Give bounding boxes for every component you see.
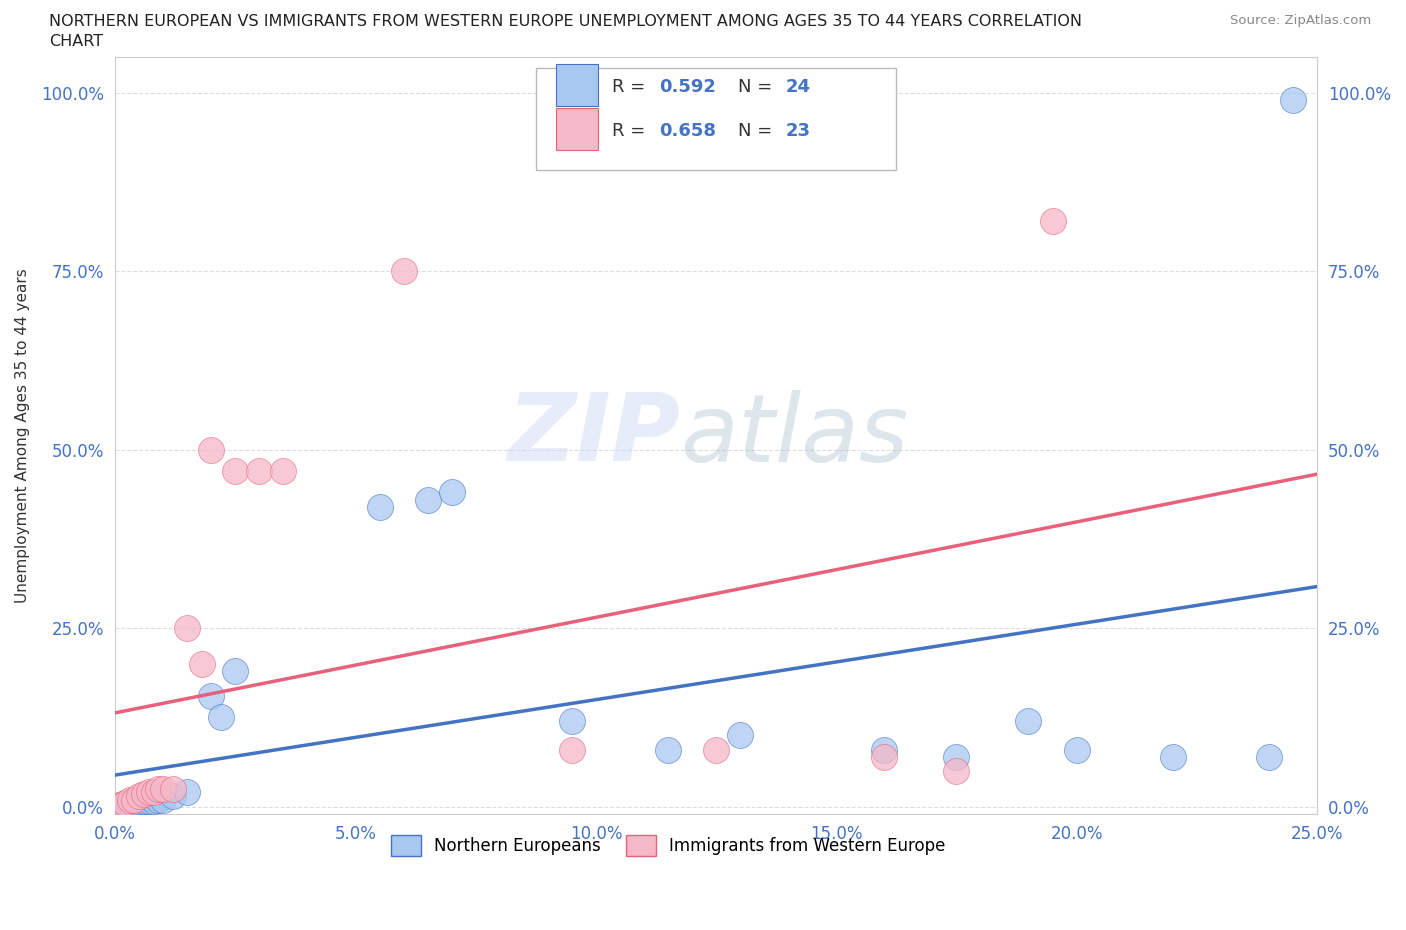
Point: [190, 657, 212, 671]
Point: [1066, 742, 1088, 757]
Point: [114, 796, 136, 811]
Point: [128, 796, 150, 811]
Point: [561, 742, 583, 757]
Point: [1282, 92, 1305, 107]
Point: [108, 797, 131, 812]
Text: ZIP: ZIP: [508, 390, 681, 482]
Point: [392, 263, 415, 278]
Point: [132, 787, 155, 802]
Point: [224, 664, 246, 679]
Text: R =: R =: [612, 122, 651, 140]
Text: N =: N =: [738, 78, 778, 96]
Text: N =: N =: [738, 122, 778, 140]
Point: [704, 742, 727, 757]
FancyBboxPatch shape: [557, 64, 599, 106]
Point: [138, 785, 160, 800]
Point: [162, 781, 184, 796]
Point: [148, 792, 170, 807]
Point: [873, 750, 896, 764]
Point: [108, 797, 131, 812]
Point: [142, 793, 165, 808]
Point: [273, 463, 295, 478]
Point: [128, 789, 150, 804]
Point: [1161, 750, 1184, 764]
Point: [162, 789, 184, 804]
Text: CHART: CHART: [49, 34, 103, 49]
Point: [148, 781, 170, 796]
Point: [249, 463, 271, 478]
Point: [142, 785, 165, 800]
Point: [945, 750, 967, 764]
Text: Source: ZipAtlas.com: Source: ZipAtlas.com: [1230, 14, 1371, 27]
Text: 23: 23: [786, 122, 811, 140]
Point: [128, 793, 150, 808]
Text: atlas: atlas: [681, 390, 908, 481]
Legend: Northern Europeans, Immigrants from Western Europe: Northern Europeans, Immigrants from West…: [384, 829, 952, 862]
Point: [118, 792, 141, 807]
Point: [209, 710, 232, 724]
Point: [114, 797, 136, 812]
Text: 0.658: 0.658: [659, 122, 717, 140]
Point: [561, 713, 583, 728]
Y-axis label: Unemployment Among Ages 35 to 44 years: Unemployment Among Ages 35 to 44 years: [15, 268, 30, 603]
Point: [152, 792, 174, 807]
Point: [224, 463, 246, 478]
Text: NORTHERN EUROPEAN VS IMMIGRANTS FROM WESTERN EUROPE UNEMPLOYMENT AMONG AGES 35 T: NORTHERN EUROPEAN VS IMMIGRANTS FROM WES…: [49, 14, 1083, 29]
Point: [124, 792, 146, 807]
Text: 0.592: 0.592: [659, 78, 717, 96]
Point: [118, 797, 141, 812]
Point: [200, 442, 222, 457]
Point: [657, 742, 679, 757]
Point: [124, 796, 146, 811]
Point: [945, 764, 967, 778]
Point: [124, 797, 146, 812]
Text: R =: R =: [612, 78, 651, 96]
Point: [416, 492, 439, 507]
Point: [176, 785, 198, 800]
Point: [1257, 750, 1279, 764]
Point: [1042, 214, 1064, 229]
Point: [200, 688, 222, 703]
Point: [368, 499, 391, 514]
Point: [440, 485, 463, 500]
FancyBboxPatch shape: [557, 108, 599, 150]
Text: 24: 24: [786, 78, 811, 96]
Point: [152, 781, 174, 796]
Point: [132, 793, 155, 808]
Point: [118, 796, 141, 811]
Point: [873, 742, 896, 757]
Point: [176, 620, 198, 635]
Point: [728, 728, 751, 743]
Point: [138, 793, 160, 808]
Point: [114, 796, 136, 811]
Point: [1017, 713, 1039, 728]
FancyBboxPatch shape: [536, 68, 896, 170]
